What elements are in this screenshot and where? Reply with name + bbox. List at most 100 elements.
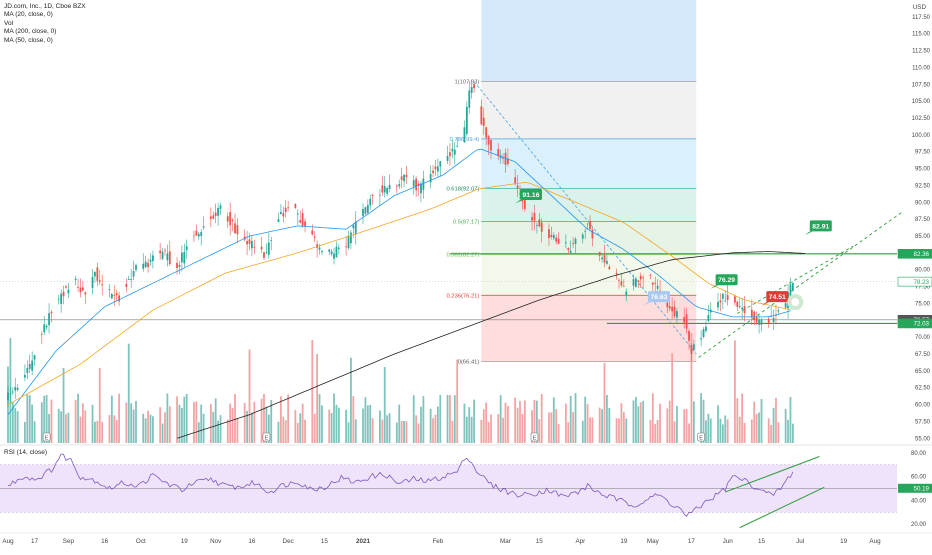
candle-body [683, 317, 686, 323]
volume-bar [540, 394, 543, 443]
price-label-pointer [804, 231, 813, 235]
price-label-text: 76.63 [650, 294, 667, 301]
candle-body [77, 287, 79, 288]
candle-body [176, 262, 178, 269]
candle-body [584, 230, 587, 232]
candle-body [586, 223, 589, 225]
earnings-marker-label: E [45, 435, 49, 441]
candle-body [504, 152, 507, 165]
candle-body [572, 243, 575, 244]
volume-bar [451, 420, 454, 443]
candle-body [279, 212, 282, 215]
volume-bar [248, 349, 251, 443]
volume-bar [514, 397, 517, 443]
candle-body [352, 225, 355, 229]
price-label-text: 74.51 [769, 294, 786, 301]
volume-bar [473, 399, 475, 443]
volume-bar [625, 418, 628, 443]
candle-body [470, 87, 473, 93]
moving-average-line-0 [7, 148, 791, 415]
volume-bar [152, 416, 154, 443]
volume-bar [113, 415, 116, 443]
date-axis-tick: Feb [432, 538, 443, 545]
volume-bar [217, 420, 220, 443]
candle-body [398, 184, 401, 187]
candle-body [294, 204, 297, 208]
price-axis-tick: 65.00 [915, 369, 931, 375]
candle-body [91, 276, 94, 288]
volume-bar [432, 418, 434, 443]
candle-body [193, 235, 195, 237]
rsi-axis-tick: 80.00 [911, 451, 927, 457]
volume-bar [362, 408, 364, 443]
volume-bar [497, 414, 500, 443]
candle-body [449, 152, 451, 157]
candle-body [429, 173, 432, 183]
volume-bar [403, 421, 405, 443]
candle-body [212, 215, 215, 219]
indicator-ma20[interactable]: MA (20, close, 0) [4, 11, 53, 19]
volume-bar [62, 368, 65, 443]
indicator-ma50[interactable]: MA (50, close, 0) [4, 36, 53, 44]
fib-level-label-5: 0.236(76.21) [446, 293, 479, 299]
candle-body [432, 170, 434, 173]
candle-body [451, 148, 454, 152]
date-axis-tick: Mar [500, 538, 511, 545]
candle-body [743, 306, 746, 313]
volume-bar [168, 406, 171, 443]
candle-body [118, 295, 120, 302]
downtrend-line [473, 81, 697, 355]
volume-bar [422, 396, 425, 443]
candle-body [654, 282, 657, 284]
candle-body [236, 225, 239, 235]
date-axis-tick: May [647, 538, 660, 545]
volume-bar [516, 407, 519, 443]
candle-body [57, 298, 60, 300]
volume-bar [717, 405, 719, 443]
volume-bar [736, 398, 739, 443]
price-label-text: 82.91 [812, 223, 829, 230]
volume-bar [282, 416, 285, 443]
volume-bar [147, 410, 149, 443]
candle-body [24, 374, 26, 378]
volume-bar [586, 404, 589, 443]
candle-body [149, 259, 152, 262]
indicator-ma200[interactable]: MA (200, close, 0) [4, 28, 57, 36]
volume-bar [589, 417, 591, 443]
price-axis-tick: 115.00 [912, 32, 931, 38]
indicator-vol[interactable]: Vol [4, 19, 14, 27]
candle-body [364, 207, 367, 214]
date-axis-tick: 15 [536, 538, 544, 545]
candle-body [115, 292, 118, 296]
volume-bar [67, 412, 70, 443]
candle-body [234, 223, 236, 234]
candle-body [113, 295, 116, 296]
fib-zone-3 [481, 221, 697, 255]
candle-body [219, 205, 222, 209]
earnings-marker [697, 432, 705, 442]
candle-body [688, 330, 690, 341]
candle-body [767, 318, 770, 323]
candle-body [328, 249, 331, 252]
volume-bar [685, 408, 688, 443]
price-axis-tick: 67.50 [915, 352, 931, 358]
candle-body [299, 220, 302, 223]
candle-body [668, 306, 671, 309]
volume-bar [371, 418, 374, 443]
volume-bar [14, 407, 17, 443]
candle-body [555, 237, 558, 242]
candle-body [369, 198, 372, 206]
fib-level-label-2: 0.618(92.07) [446, 186, 479, 192]
candle-body [200, 232, 203, 236]
volume-bar [161, 423, 164, 443]
rsi-trend-line-upper [725, 456, 820, 493]
candle-body [622, 285, 625, 287]
volume-bar [620, 403, 623, 443]
price-axis-tick: 90.00 [915, 200, 931, 206]
volume-bar [50, 399, 53, 443]
candle-body [705, 326, 707, 331]
volume-bar [270, 399, 273, 443]
volume-bar [31, 404, 34, 443]
